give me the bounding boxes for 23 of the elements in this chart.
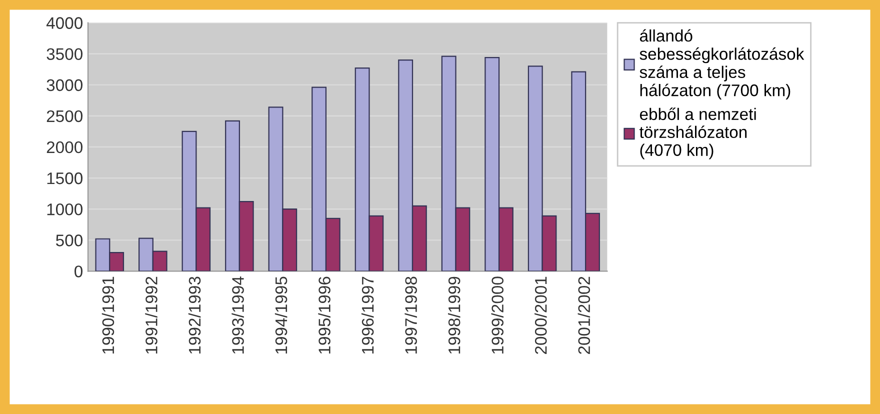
x-tick-label: 1994/1995 [274, 276, 288, 354]
y-tick-label: 0 [74, 266, 82, 278]
x-tick-label: 2001/2002 [578, 276, 590, 354]
y-tick-label: 2500 [46, 110, 82, 122]
y-tick-label: 500 [56, 234, 82, 246]
x-tick-label: 1996/1997 [361, 276, 374, 354]
x-tick-label: 1993/1994 [232, 276, 244, 354]
x-tick-label: 1999/2000 [491, 276, 504, 354]
y-tick-label: 3000 [46, 79, 82, 92]
x-tick-label: 2000/2001 [534, 276, 547, 354]
x-tick-label: 1991/1992 [145, 276, 158, 354]
x-tick-label: 1990/1991 [102, 276, 114, 354]
y-tick-label: 3500 [46, 48, 82, 60]
x-tick-label: 1992/1993 [188, 276, 201, 354]
x-tick-label: 1995/1996 [318, 276, 330, 354]
legend-label: állandó sebességkorlátozások száma a teljes hálózaton (7700 km) [640, 29, 804, 100]
y-tick-label: 4000 [46, 17, 82, 29]
y-tick-label: 1000 [47, 203, 82, 216]
x-tick-label: 1997/1998 [404, 276, 417, 354]
y-tick-label: 1500 [47, 172, 82, 184]
legend-label: ebből a nemzeti törzshálózaton (4070 km) [640, 108, 756, 160]
y-tick-label: 2000 [46, 141, 82, 154]
x-tick-label: 1998/1999 [448, 276, 460, 354]
